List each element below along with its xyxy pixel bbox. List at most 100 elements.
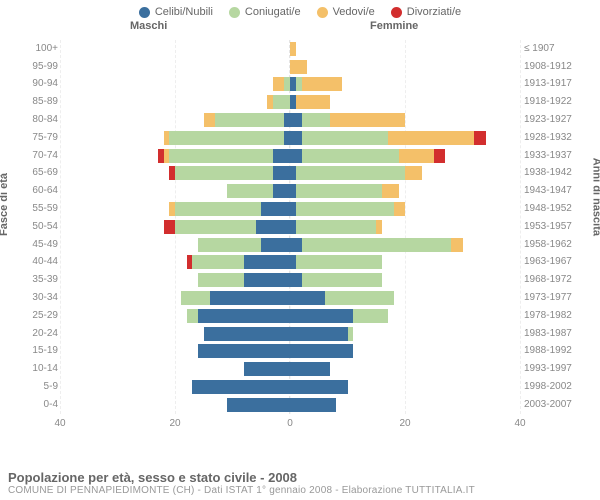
bar-segment-married bbox=[296, 166, 405, 180]
bar-segment-married bbox=[325, 291, 394, 305]
legend-label: Vedovi/e bbox=[333, 6, 375, 18]
bar-segment-single bbox=[192, 380, 290, 394]
bar-segment-married bbox=[198, 238, 261, 252]
male-bar bbox=[60, 184, 290, 198]
age-row: 35-391968-1972 bbox=[60, 271, 520, 289]
age-row: 30-341973-1977 bbox=[60, 289, 520, 307]
bar-area bbox=[60, 398, 520, 412]
female-bar bbox=[290, 166, 520, 180]
bar-area bbox=[60, 42, 520, 56]
bar-area bbox=[60, 238, 520, 252]
bar-area bbox=[60, 184, 520, 198]
age-label: 100+ bbox=[18, 44, 58, 54]
age-label: 55-59 bbox=[18, 204, 58, 214]
female-bar bbox=[290, 291, 520, 305]
bar-segment-single bbox=[290, 273, 302, 287]
bar-segment-married bbox=[296, 202, 394, 216]
age-label: 95-99 bbox=[18, 62, 58, 72]
bar-segment-married bbox=[175, 220, 256, 234]
bar-segment-single bbox=[198, 344, 290, 358]
bar-segment-single bbox=[290, 309, 353, 323]
bar-segment-single bbox=[198, 309, 290, 323]
age-label: 60-64 bbox=[18, 186, 58, 196]
bar-segment-single bbox=[204, 327, 290, 341]
birth-year-label: 1983-1987 bbox=[524, 329, 590, 339]
gender-headers: Maschi Femmine bbox=[0, 20, 600, 36]
age-label: 90-94 bbox=[18, 79, 58, 89]
age-row: 25-291978-1982 bbox=[60, 307, 520, 325]
female-bar bbox=[290, 273, 520, 287]
bar-segment-single bbox=[261, 238, 290, 252]
bar-segment-single bbox=[244, 273, 290, 287]
bar-segment-single bbox=[210, 291, 291, 305]
x-tick-label: 0 bbox=[287, 418, 293, 429]
age-row: 70-741933-1937 bbox=[60, 147, 520, 165]
age-label: 10-14 bbox=[18, 364, 58, 374]
bar-segment-widowed bbox=[451, 238, 463, 252]
age-row: 15-191988-1992 bbox=[60, 343, 520, 361]
birth-year-label: 1988-1992 bbox=[524, 346, 590, 356]
female-bar bbox=[290, 113, 520, 127]
birth-year-label: 1978-1982 bbox=[524, 311, 590, 321]
bar-area bbox=[60, 380, 520, 394]
birth-year-label: 1938-1942 bbox=[524, 168, 590, 178]
x-tick-label: 20 bbox=[399, 418, 410, 429]
female-bar bbox=[290, 202, 520, 216]
age-label: 15-19 bbox=[18, 346, 58, 356]
birth-year-label: 1993-1997 bbox=[524, 364, 590, 374]
age-label: 25-29 bbox=[18, 311, 58, 321]
bar-area bbox=[60, 273, 520, 287]
bar-segment-single bbox=[290, 113, 302, 127]
bar-area bbox=[60, 344, 520, 358]
age-label: 45-49 bbox=[18, 240, 58, 250]
bar-area bbox=[60, 202, 520, 216]
bar-area bbox=[60, 113, 520, 127]
bar-segment-married bbox=[169, 131, 284, 145]
age-label: 30-34 bbox=[18, 293, 58, 303]
birth-year-label: 1923-1927 bbox=[524, 115, 590, 125]
birth-year-label: 1968-1972 bbox=[524, 275, 590, 285]
bar-segment-married bbox=[348, 327, 354, 341]
bar-area bbox=[60, 309, 520, 323]
bar-segment-married bbox=[296, 255, 382, 269]
bar-segment-single bbox=[273, 184, 290, 198]
bar-segment-married bbox=[192, 255, 244, 269]
bar-segment-single bbox=[290, 327, 348, 341]
male-bar bbox=[60, 131, 290, 145]
population-pyramid-chart: Celibi/Nubili Coniugati/e Vedovi/e Divorzia… bbox=[0, 0, 600, 500]
birth-year-label: ≤ 1907 bbox=[524, 44, 590, 54]
legend-label: Celibi/Nubili bbox=[155, 6, 213, 18]
female-bar bbox=[290, 362, 520, 376]
x-tick-label: 20 bbox=[169, 418, 180, 429]
age-row: 0-42003-2007 bbox=[60, 396, 520, 414]
bar-segment-single bbox=[290, 344, 353, 358]
legend-swatch bbox=[391, 7, 402, 18]
age-row: 65-691938-1942 bbox=[60, 165, 520, 183]
legend-item: Divorziati/e bbox=[391, 6, 461, 18]
bar-area bbox=[60, 131, 520, 145]
legend-item: Coniugati/e bbox=[229, 6, 301, 18]
bar-area bbox=[60, 220, 520, 234]
age-row: 75-791928-1932 bbox=[60, 129, 520, 147]
y-left-axis-title: Fasce di età bbox=[0, 173, 10, 236]
bar-segment-married bbox=[302, 149, 400, 163]
age-row: 40-441963-1967 bbox=[60, 254, 520, 272]
bar-area bbox=[60, 60, 520, 74]
age-row: 60-641943-1947 bbox=[60, 182, 520, 200]
birth-year-label: 1913-1917 bbox=[524, 79, 590, 89]
chart-subtitle: COMUNE DI PENNAPIEDIMONTE (CH) - Dati IS… bbox=[8, 485, 475, 496]
legend-label: Divorziati/e bbox=[407, 6, 461, 18]
female-bar bbox=[290, 255, 520, 269]
male-bar bbox=[60, 95, 290, 109]
male-bar bbox=[60, 398, 290, 412]
male-bar bbox=[60, 202, 290, 216]
age-row: 10-141993-1997 bbox=[60, 360, 520, 378]
female-header: Femmine bbox=[370, 20, 418, 32]
male-bar bbox=[60, 309, 290, 323]
age-row: 50-541953-1957 bbox=[60, 218, 520, 236]
grid-line bbox=[520, 40, 521, 414]
birth-year-label: 1948-1952 bbox=[524, 204, 590, 214]
bar-segment-widowed bbox=[376, 220, 382, 234]
bar-segment-single bbox=[290, 380, 348, 394]
female-bar bbox=[290, 95, 520, 109]
